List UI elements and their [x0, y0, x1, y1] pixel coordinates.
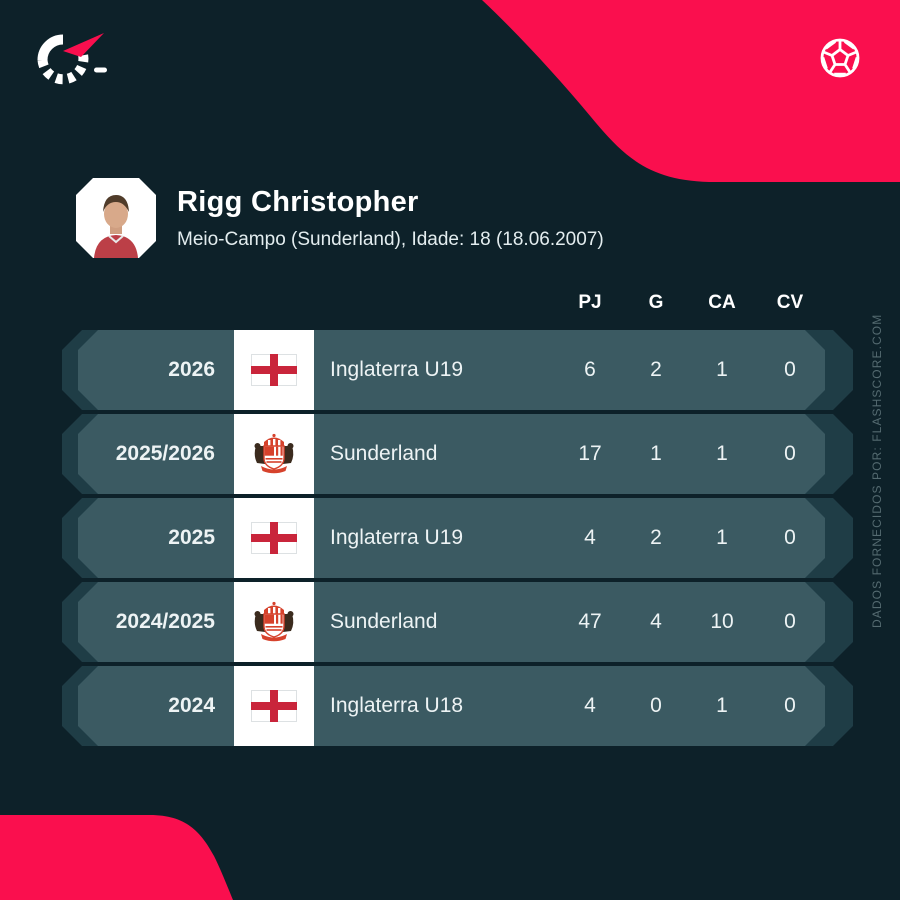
england-flag-icon [251, 690, 297, 722]
stat-pj: 47 [578, 610, 602, 633]
column-header-pj: PJ [578, 292, 602, 313]
column-header-cv: CV [776, 292, 804, 313]
england-flag-icon [251, 354, 297, 386]
season-label: 2024 [168, 694, 215, 717]
flashscore-logo-icon [37, 33, 107, 85]
player-photo [76, 178, 156, 258]
stat-cv: 0 [784, 358, 796, 381]
stat-pj: 4 [584, 694, 596, 717]
player-name: Rigg Christopher [177, 186, 419, 218]
team-name: Sunderland [330, 610, 438, 633]
football-icon [820, 38, 860, 78]
season-label: 2024/2025 [115, 610, 215, 633]
stat-cv: 0 [784, 694, 796, 717]
stat-pj: 4 [584, 526, 596, 549]
stat-pj: 6 [584, 358, 596, 381]
column-header-g: G [648, 292, 664, 313]
table-row: 2024 Inglaterra U18 4 0 1 0 [62, 666, 853, 746]
stat-g: 1 [650, 442, 662, 465]
row-main-layer: 2026 Inglaterra U19 [78, 330, 825, 410]
row-main-layer: 2025/2026 [78, 414, 825, 494]
row-main-layer: 2024 Inglaterra U18 [78, 666, 825, 746]
row-main-layer: 2025 Inglaterra U19 [78, 498, 825, 578]
table-row: 2026 Inglaterra U19 6 2 1 0 [62, 330, 853, 410]
row-main-layer: 2024/2025 [78, 582, 825, 662]
sunderland-crest-icon [252, 601, 296, 643]
table-row: 2025 Inglaterra U19 4 2 1 0 [62, 498, 853, 578]
stat-g: 0 [650, 694, 662, 717]
bottom-left-accent-shape [0, 815, 233, 900]
column-header-ca: CA [708, 292, 736, 313]
player-info: Meio-Campo (Sunderland), Idade: 18 (18.0… [177, 229, 604, 250]
team-badge [234, 666, 314, 746]
table-row: 2024/2025 [62, 582, 853, 662]
season-label: 2026 [168, 358, 215, 381]
stat-ca: 1 [716, 526, 728, 549]
stat-g: 4 [650, 610, 662, 633]
team-badge [234, 498, 314, 578]
table-row: 2025/2026 [62, 414, 853, 494]
stat-g: 2 [650, 526, 662, 549]
player-avatar [76, 178, 156, 258]
top-right-accent-shape [482, 0, 900, 182]
season-label: 2025 [168, 526, 215, 549]
stat-ca: 1 [716, 442, 728, 465]
sunderland-crest-icon [252, 433, 296, 475]
england-flag-icon [251, 522, 297, 554]
stat-ca: 1 [716, 358, 728, 381]
team-name: Sunderland [330, 442, 438, 465]
stat-g: 2 [650, 358, 662, 381]
stat-cv: 0 [784, 610, 796, 633]
team-badge [234, 582, 314, 662]
stat-ca: 1 [716, 694, 728, 717]
team-name: Inglaterra U19 [330, 358, 464, 381]
team-name: Inglaterra U19 [330, 526, 464, 549]
team-badge [234, 414, 314, 494]
data-provider-credit: DADOS FORNECIDOS POR: FLASHSCORE.COM [870, 313, 884, 628]
team-badge [234, 330, 314, 410]
stat-cv: 0 [784, 526, 796, 549]
team-name: Inglaterra U18 [330, 694, 464, 717]
stat-ca: 10 [710, 610, 734, 633]
stat-pj: 17 [578, 442, 602, 465]
stat-cv: 0 [784, 442, 796, 465]
season-label: 2025/2026 [115, 442, 215, 465]
